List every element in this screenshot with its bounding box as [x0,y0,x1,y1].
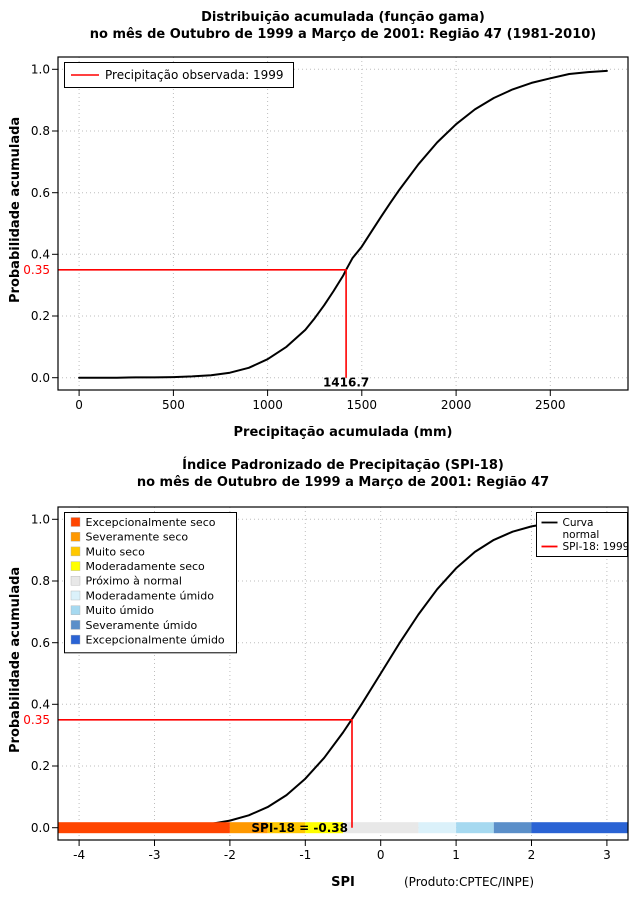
spi-category-bar-segment [418,822,457,834]
plot-border [57,506,629,841]
probability-value-label: 0.35 [23,263,50,277]
legend-color-swatch [70,532,81,542]
legend-box [64,512,237,654]
y-tick-label: 0.0 [31,371,50,385]
spi-category-bar-segment [531,822,628,834]
legend-item-label: Excepcionalmente seco [86,516,216,529]
observed-value-reference-lines [58,268,347,378]
y-tick-label: 0.8 [31,574,50,588]
chart1-title: Distribuição acumulada (função gama) [201,10,485,25]
y-tick-label: 0.2 [31,759,50,773]
chart2-title: Índice Padronizado de Precipitação (SPI-… [182,458,504,473]
spi-category-bar-segment [229,822,268,834]
x-tick-label: 0 [75,398,83,412]
x-tick-label: 1000 [252,398,283,412]
legend-color-swatch [70,517,81,527]
chart1-x-axis-label: Precipitação acumulada (mm) [233,425,453,440]
x-tick-label: 2000 [441,398,472,412]
y-tick-label: 0.6 [31,186,50,200]
legend-item-label: SPI-18: 1999 [563,541,630,553]
spi-category-bar-segment [456,822,494,834]
probability-value-label: 0.35 [23,713,50,727]
spi-category-bar-segment [267,822,306,834]
spi-category-bar-segment [58,822,230,834]
y-tick-label: 1.0 [31,63,50,77]
legend-item-label: Precipitação observada: 1999 [105,68,283,82]
cdf-curve [78,69,608,379]
legend-color-swatch [70,561,81,571]
legend-item-label: Excepcionalmente úmido [86,633,225,646]
x-tick-label: 2 [528,848,536,862]
legend-color-swatch [70,576,81,586]
y-tick-label: 0.2 [31,309,50,323]
legend-color-swatch [70,546,81,557]
spi-category-bar-segment [305,822,343,834]
legend-item-label: Curva [563,517,594,529]
legend-item-label: Severamente seco [86,531,189,544]
x-tick-label: -1 [299,848,311,862]
legend-color-swatch [70,620,81,630]
y-tick-label: 0.6 [31,636,50,650]
x-tick-label: 0 [377,848,385,862]
precipitation-value-label: 1416.7 [323,376,369,390]
x-tick-label: -3 [149,848,161,862]
x-tick-label: -2 [224,848,236,862]
chart1-subtitle: no mês de Outubro de 1999 a Março de 200… [89,27,597,42]
product-credit: (Produto:CPTEC/INPE) [404,875,534,889]
legend-color-swatch [70,634,81,645]
x-tick-label: 3 [603,848,611,862]
legend-item-label: normal [563,529,600,541]
y-tick-label: 1.0 [31,513,50,527]
chart2-subtitle: no mês de Outubro de 1999 a Março de 200… [136,475,550,490]
y-tick-label: 0.0 [31,821,50,835]
plot-border [57,56,629,391]
x-tick-label: 1500 [347,398,378,412]
y-tick-label: 0.8 [31,124,50,138]
legend-item-label: Moderadamente úmido [86,589,215,602]
spi-value-label: SPI-18 = -0.38 [251,821,348,835]
legend-box [536,512,628,557]
legend-item-label: Moderadamente seco [86,560,206,573]
legend-item-label: Severamente úmido [86,619,198,632]
chart2-x-axis-label: SPI [331,875,355,890]
y-tick-label: 0.4 [31,248,50,262]
x-tick-label: 2500 [535,398,566,412]
legend-item-label: Muito úmido [86,604,155,617]
spi-category-bar-segment [493,822,532,834]
legend-color-swatch [70,590,81,601]
x-tick-label: 500 [162,398,185,412]
x-tick-label: -4 [73,848,85,862]
y-tick-label: 0.4 [31,698,50,712]
spi-category-bar-segment [343,822,419,834]
legend-item-label: Próximo à normal [86,575,182,588]
legend-color-swatch [70,605,81,615]
x-tick-label: 1 [452,848,460,862]
legend-item-label: Muito seco [86,545,146,558]
observed-value-reference-lines [58,718,353,828]
legend-box [64,62,294,88]
